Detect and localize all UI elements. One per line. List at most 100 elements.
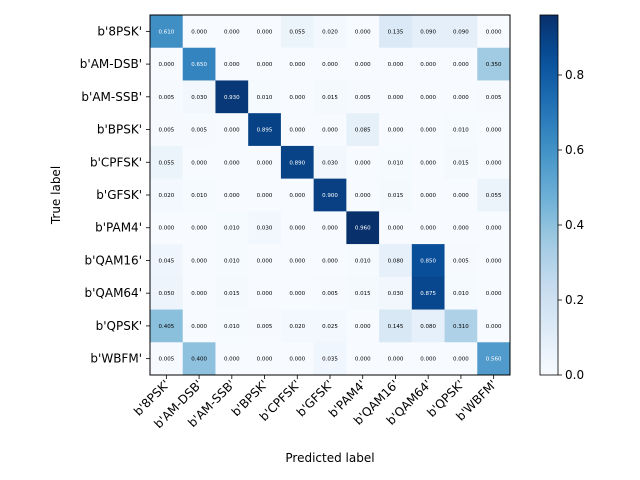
cell-value-label: 0.000 [224, 29, 240, 35]
heatmap-cell [215, 145, 249, 179]
heatmap-cell [379, 178, 413, 212]
y-tick-label: b'BPSK' [97, 123, 142, 137]
heatmap-cell [379, 309, 413, 343]
cell-value-label: 0.035 [322, 357, 338, 363]
cell-value-label: 0.010 [224, 324, 240, 330]
cell-value-label: 0.010 [388, 160, 404, 166]
cell-value-label: 0.020 [322, 29, 338, 35]
heatmap-cell [280, 244, 314, 278]
heatmap-cell [477, 309, 511, 343]
cell-value-label: 0.000 [322, 62, 338, 68]
y-tick-label: b'GFSK' [96, 188, 142, 202]
heatmap-cell [444, 145, 478, 179]
x-axis-title: Predicted label [285, 451, 374, 465]
heatmap-cell [411, 178, 445, 212]
heatmap-cell [150, 145, 184, 179]
cell-value-label: 0.890 [289, 160, 305, 166]
heatmap-cell [280, 47, 314, 81]
heatmap-cell [346, 244, 380, 278]
heatmap-cell [444, 80, 478, 114]
cell-value-label: 0.010 [224, 258, 240, 264]
cell-value-label: 0.000 [224, 128, 240, 134]
heatmap-cell [280, 113, 314, 147]
cell-value-label: 0.000 [191, 324, 207, 330]
heatmap-cell [248, 309, 282, 343]
heatmap-cell [215, 113, 249, 147]
cell-value-label: 0.000 [453, 226, 469, 232]
cell-value-label: 0.000 [191, 29, 207, 35]
cell-value-label: 0.000 [322, 226, 338, 232]
heatmap-cell [477, 145, 511, 179]
cell-value-label: 0.000 [224, 160, 240, 166]
cell-value-label: 0.000 [453, 357, 469, 363]
cell-value-label: 0.930 [224, 95, 240, 101]
cell-value-label: 0.610 [158, 29, 174, 35]
heatmap-cell [215, 178, 249, 212]
cell-value-label: 0.000 [486, 324, 502, 330]
heatmap-cell [346, 47, 380, 81]
cell-value-label: 0.030 [257, 226, 273, 232]
cell-value-label: 0.010 [224, 226, 240, 232]
cell-value-label: 0.000 [388, 95, 404, 101]
heatmap-cell [444, 244, 478, 278]
heatmap-cell [150, 211, 184, 245]
y-tick-label: b'QAM16' [85, 253, 143, 267]
cell-value-label: 0.005 [486, 95, 502, 101]
cell-value-label: 0.000 [158, 226, 174, 232]
heatmap-cell [411, 276, 445, 310]
cell-value-label: 0.000 [224, 62, 240, 68]
cell-value-label: 0.000 [289, 95, 305, 101]
heatmap-cell [150, 309, 184, 343]
cell-value-label: 0.560 [486, 357, 502, 363]
heatmap-cell [248, 80, 282, 114]
heatmap-cell [280, 342, 314, 376]
heatmap-cell [150, 113, 184, 147]
heatmap-cell [182, 15, 216, 49]
cell-value-label: 0.015 [453, 160, 469, 166]
heatmap-cell [313, 80, 347, 114]
cell-value-label: 0.000 [257, 160, 273, 166]
heatmap-cell [379, 80, 413, 114]
cell-value-label: 0.020 [158, 193, 174, 199]
colorbar [539, 14, 559, 376]
y-tick-label: b'WBFM' [90, 352, 142, 366]
cell-value-label: 0.000 [420, 357, 436, 363]
heatmap-cell [150, 80, 184, 114]
heatmap-cell [346, 309, 380, 343]
heatmap-cell [477, 342, 511, 376]
cell-value-label: 0.000 [355, 193, 371, 199]
cell-value-label: 0.015 [224, 291, 240, 297]
cell-value-label: 0.045 [158, 258, 174, 264]
cell-value-label: 0.000 [486, 128, 502, 134]
cell-value-label: 0.030 [388, 291, 404, 297]
cell-value-label: 0.015 [388, 193, 404, 199]
heatmap-cell [379, 145, 413, 179]
heatmap-cell [346, 342, 380, 376]
heatmap-cell [182, 80, 216, 114]
cell-value-label: 0.005 [322, 291, 338, 297]
cell-value-label: 0.000 [257, 357, 273, 363]
heatmap-cell [313, 178, 347, 212]
heatmap-cell [379, 244, 413, 278]
heatmap-cell [379, 342, 413, 376]
heatmap-cell [248, 145, 282, 179]
heatmap-cell [248, 244, 282, 278]
cell-value-label: 0.000 [289, 291, 305, 297]
cell-value-label: 0.000 [388, 357, 404, 363]
y-tick-label: b'8PSK' [97, 24, 142, 38]
cell-value-label: 0.000 [420, 226, 436, 232]
cell-value-label: 0.000 [257, 291, 273, 297]
cell-value-label: 0.080 [420, 324, 436, 330]
cell-value-label: 0.050 [158, 291, 174, 297]
heatmap-cell [477, 244, 511, 278]
cell-value-label: 0.000 [486, 160, 502, 166]
heatmap-cell [248, 178, 282, 212]
cell-value-label: 0.000 [388, 226, 404, 232]
heatmap-cell [182, 47, 216, 81]
heatmap-cell [444, 15, 478, 49]
heatmap-cell [477, 276, 511, 310]
cell-value-label: 0.000 [355, 324, 371, 330]
cell-value-label: 0.000 [420, 95, 436, 101]
cell-value-label: 0.000 [388, 128, 404, 134]
heatmap-cell [477, 211, 511, 245]
